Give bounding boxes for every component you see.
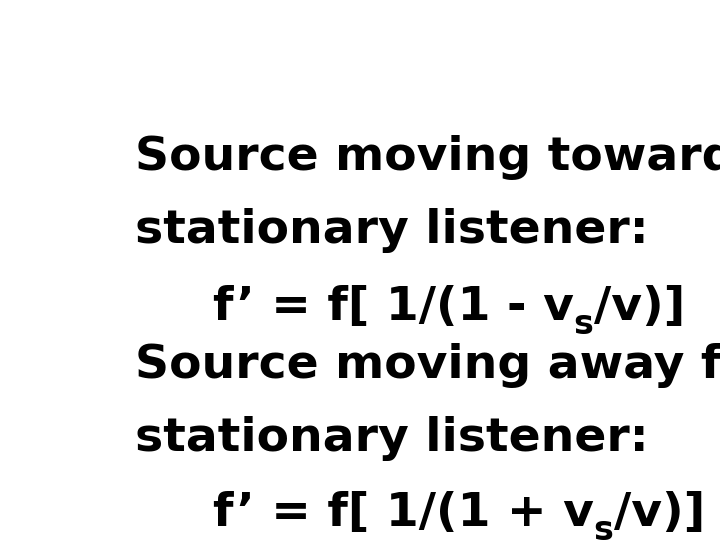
Text: /v)]: /v)] [593, 285, 685, 330]
Text: /v)]: /v)] [613, 491, 705, 536]
Text: f’ = f[ 1/(1 - v: f’ = f[ 1/(1 - v [213, 285, 574, 330]
Text: Source moving away from: Source moving away from [135, 343, 720, 388]
Text: s: s [574, 308, 593, 341]
Text: Source moving toward: Source moving toward [135, 136, 720, 180]
Text: f’ = f[ 1/(1 + v: f’ = f[ 1/(1 + v [213, 491, 593, 536]
Text: stationary listener:: stationary listener: [135, 208, 648, 253]
Text: stationary listener:: stationary listener: [135, 416, 648, 461]
Text: s: s [593, 514, 613, 540]
